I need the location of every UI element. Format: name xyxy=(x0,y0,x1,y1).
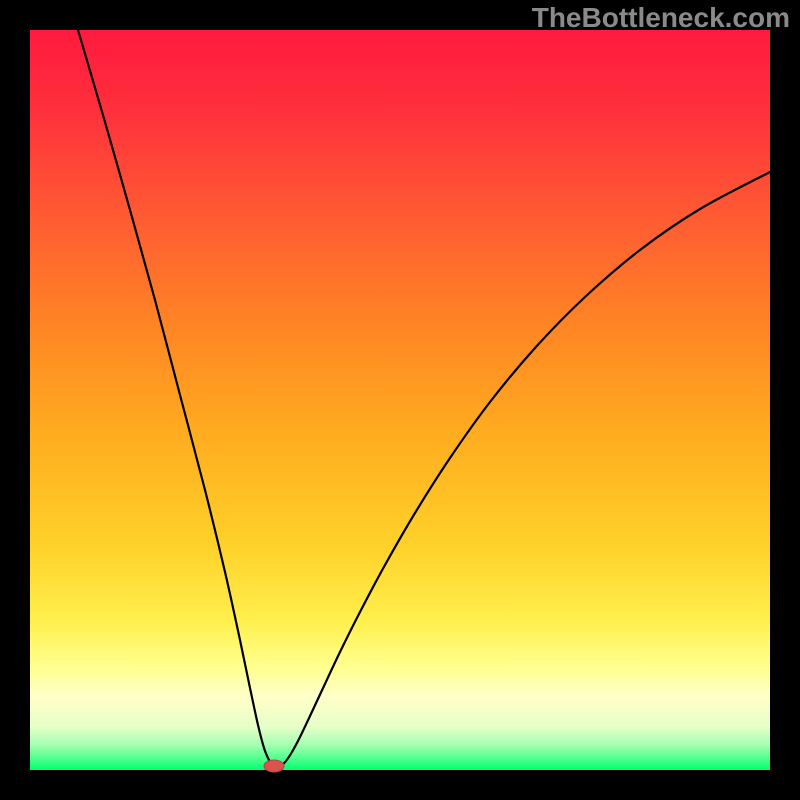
optimal-point-marker xyxy=(264,760,284,772)
chart-container: TheBottleneck.com xyxy=(0,0,800,800)
bottleneck-curve xyxy=(78,30,770,768)
watermark-text: TheBottleneck.com xyxy=(532,2,790,34)
curve-overlay xyxy=(0,0,800,800)
